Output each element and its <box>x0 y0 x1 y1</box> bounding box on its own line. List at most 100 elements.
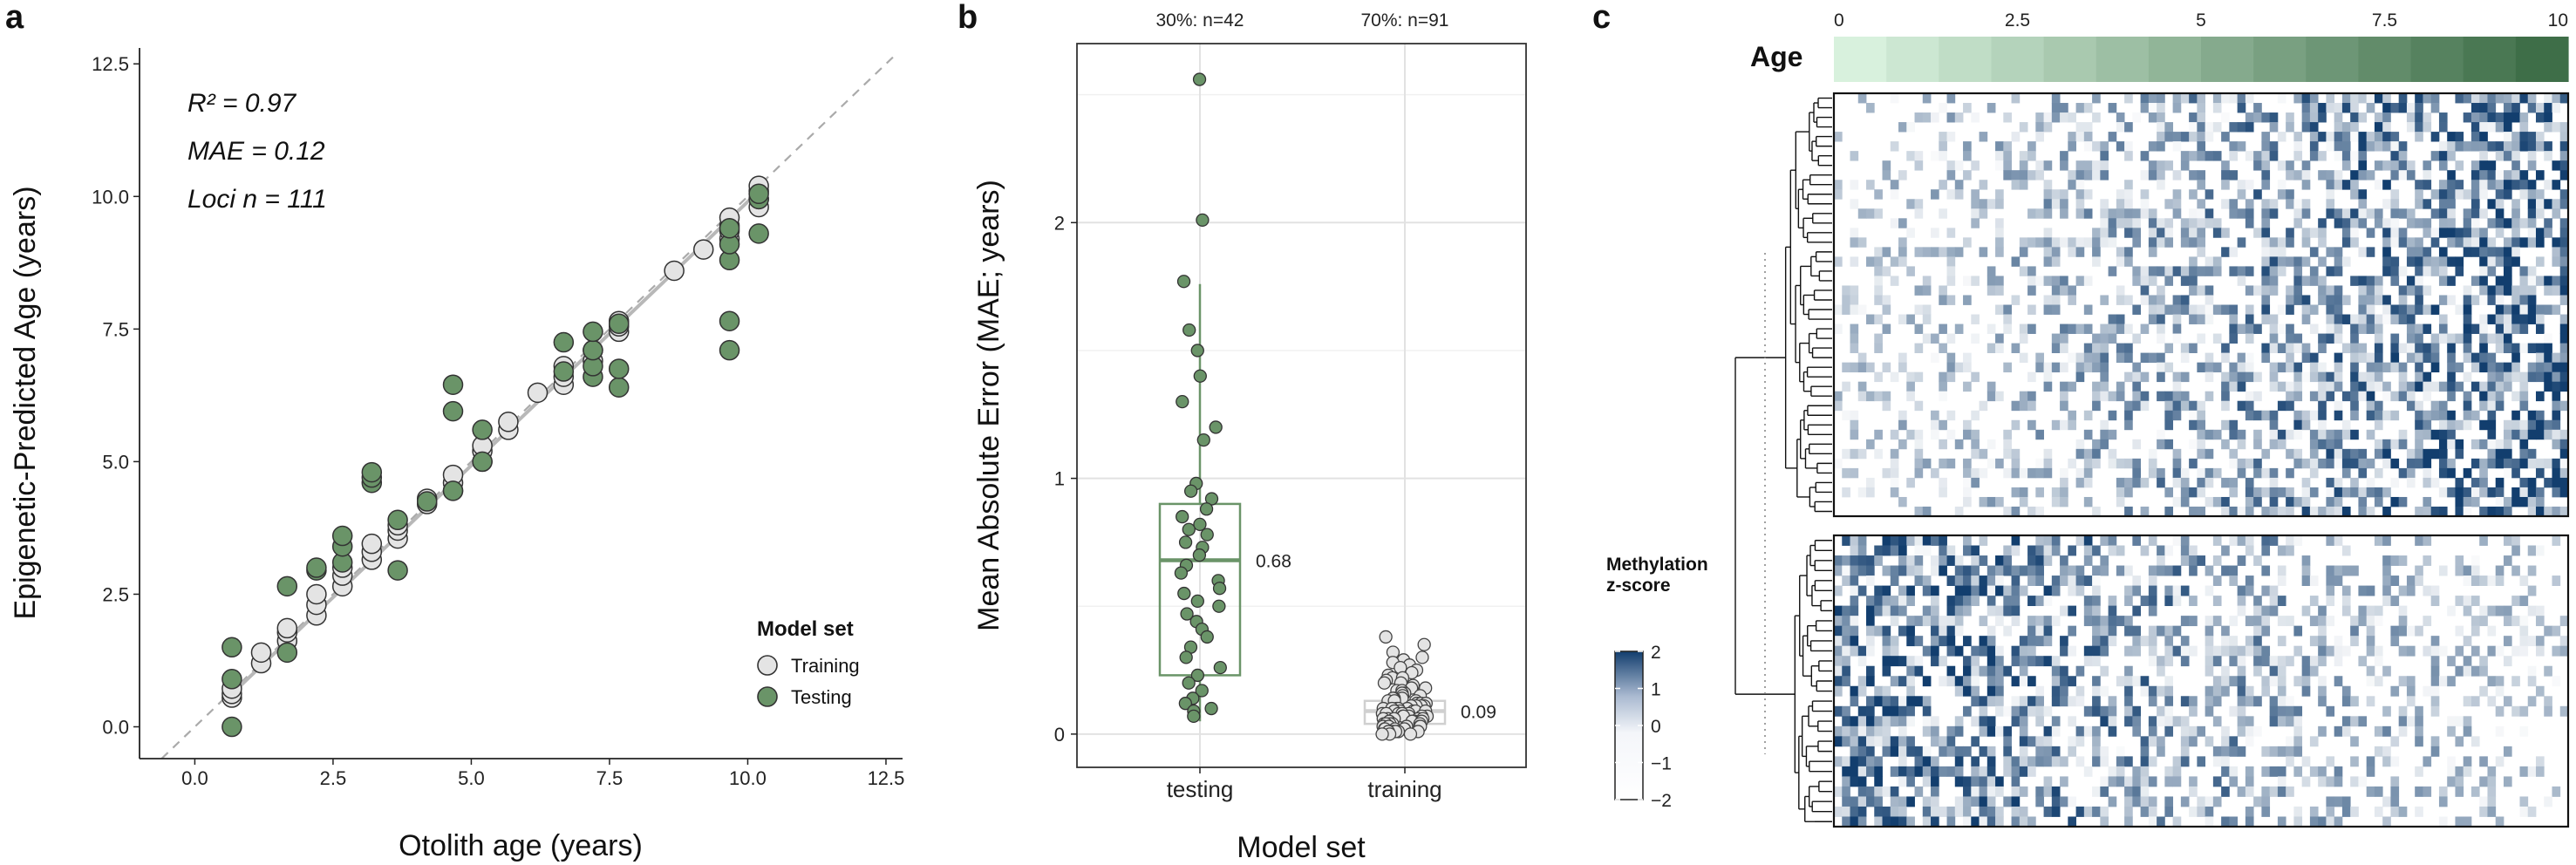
heatmap-cell <box>2035 685 2044 697</box>
heatmap-cell <box>1866 786 1875 797</box>
heatmap-cell <box>2293 170 2303 180</box>
heatmap-cell <box>2390 266 2400 276</box>
heatmap-cell <box>2495 199 2504 209</box>
heatmap-cell <box>2092 736 2101 747</box>
heatmap-cell <box>1939 439 1947 450</box>
heatmap-cell <box>2140 266 2150 276</box>
heatmap-cell <box>2043 448 2053 460</box>
heatmap-cell <box>2318 381 2327 392</box>
heatmap-cell <box>2341 645 2351 657</box>
heatmap-cell <box>2035 756 2044 767</box>
heatmap-cell <box>2148 636 2157 647</box>
heatmap-cell <box>2068 352 2076 364</box>
heatmap-cell <box>2157 391 2165 402</box>
heatmap-cell <box>2390 685 2400 697</box>
heatmap-cell <box>1971 467 1980 479</box>
heatmap-cell <box>2140 295 2150 305</box>
heatmap-cell <box>2503 605 2512 616</box>
heatmap-cell <box>2511 535 2520 546</box>
age-bar-label: Age <box>1750 41 1803 72</box>
heatmap-cell <box>2519 477 2529 488</box>
testing-point <box>583 339 603 361</box>
heatmap-cell <box>2519 189 2529 200</box>
heatmap-cell <box>2415 333 2423 344</box>
heatmap-cell <box>2100 218 2109 228</box>
heatmap-cell <box>2003 160 2012 171</box>
heatmap-cell <box>2221 371 2230 383</box>
heatmap-cell <box>2245 636 2254 647</box>
heatmap-cell <box>2100 170 2109 180</box>
heatmap-cell <box>2455 816 2464 828</box>
heatmap-cell <box>2334 151 2343 161</box>
heatmap-cell <box>2535 170 2545 180</box>
heatmap-cell <box>2245 487 2254 498</box>
heatmap-cell <box>2229 208 2239 219</box>
heatmap-cell <box>2374 676 2383 687</box>
heatmap-cell <box>2559 429 2569 440</box>
heatmap-cell <box>2503 333 2512 344</box>
heatmap-cell <box>2382 228 2391 238</box>
heatmap-cell <box>2479 391 2488 402</box>
heatmap-cell <box>2068 576 2076 586</box>
heatmap-cell <box>2390 237 2400 248</box>
y-tick-label: 2 <box>1054 212 1065 234</box>
heatmap-cell <box>2189 645 2198 657</box>
heatmap-cell <box>2019 656 2028 667</box>
heatmap-cell <box>1898 625 1907 637</box>
heatmap-cell <box>2438 333 2448 344</box>
heatmap-cell <box>2027 676 2036 687</box>
heatmap-cell <box>2318 439 2327 450</box>
heatmap-cell <box>2011 400 2021 412</box>
heatmap-cell <box>2455 266 2464 276</box>
heatmap-cell <box>2559 487 2569 498</box>
heatmap-cell <box>1963 636 1972 647</box>
heatmap-cell <box>2180 796 2190 807</box>
heatmap-cell <box>2092 400 2101 412</box>
y-tick-label: 0 <box>1054 724 1065 746</box>
heatmap-cell <box>2390 333 2400 344</box>
heatmap-cell <box>1987 324 1996 334</box>
heatmap-block-border <box>1832 534 2570 828</box>
heatmap-cell <box>1954 806 1964 817</box>
heatmap-cell <box>2043 596 2053 607</box>
heatmap-cell <box>2423 585 2432 596</box>
heatmap-cell <box>2350 276 2359 286</box>
heatmap-cell <box>1857 545 1867 556</box>
heatmap-cell <box>1882 645 1891 657</box>
testing-mae-point <box>1182 676 1196 690</box>
heatmap-cell <box>2197 218 2206 228</box>
heatmap-cell <box>1874 736 1883 747</box>
heatmap-cell <box>2221 439 2230 450</box>
heatmap-cell <box>1890 796 1899 807</box>
heatmap-cell <box>2092 746 2101 757</box>
heatmap-cell <box>1987 786 1996 797</box>
heatmap-cell <box>2180 656 2190 667</box>
heatmap-cell <box>2487 625 2497 637</box>
heatmap-cell <box>2366 696 2375 707</box>
heatmap-cell <box>1979 786 1988 797</box>
heatmap-cell <box>2011 506 2021 517</box>
heatmap-cell <box>2035 736 2044 747</box>
heatmap-cell <box>2197 122 2206 133</box>
heatmap-cell <box>1995 189 2004 200</box>
heatmap-cell <box>2043 736 2053 747</box>
heatmap-cell <box>2172 304 2182 315</box>
heatmap-cell <box>2083 352 2093 364</box>
heatmap-cell <box>2415 410 2423 421</box>
heatmap-cell <box>2552 371 2561 383</box>
heatmap-cell <box>2398 228 2408 238</box>
heatmap-cell <box>2519 636 2529 647</box>
heatmap-cell <box>1939 458 1947 469</box>
heatmap-cell <box>2132 796 2142 807</box>
heatmap-cell <box>2438 218 2448 228</box>
heatmap-cell <box>2503 132 2512 142</box>
heatmap-cell <box>2326 381 2335 392</box>
heatmap-cell <box>1954 112 1964 123</box>
heatmap-cell <box>1898 816 1907 828</box>
heatmap-cell <box>2116 565 2125 576</box>
heatmap-cell <box>2535 352 2545 364</box>
heatmap-cell <box>2341 93 2351 104</box>
heatmap-cell <box>2390 636 2400 647</box>
heatmap-cell <box>2237 705 2246 717</box>
heatmap-cell <box>2438 400 2448 412</box>
